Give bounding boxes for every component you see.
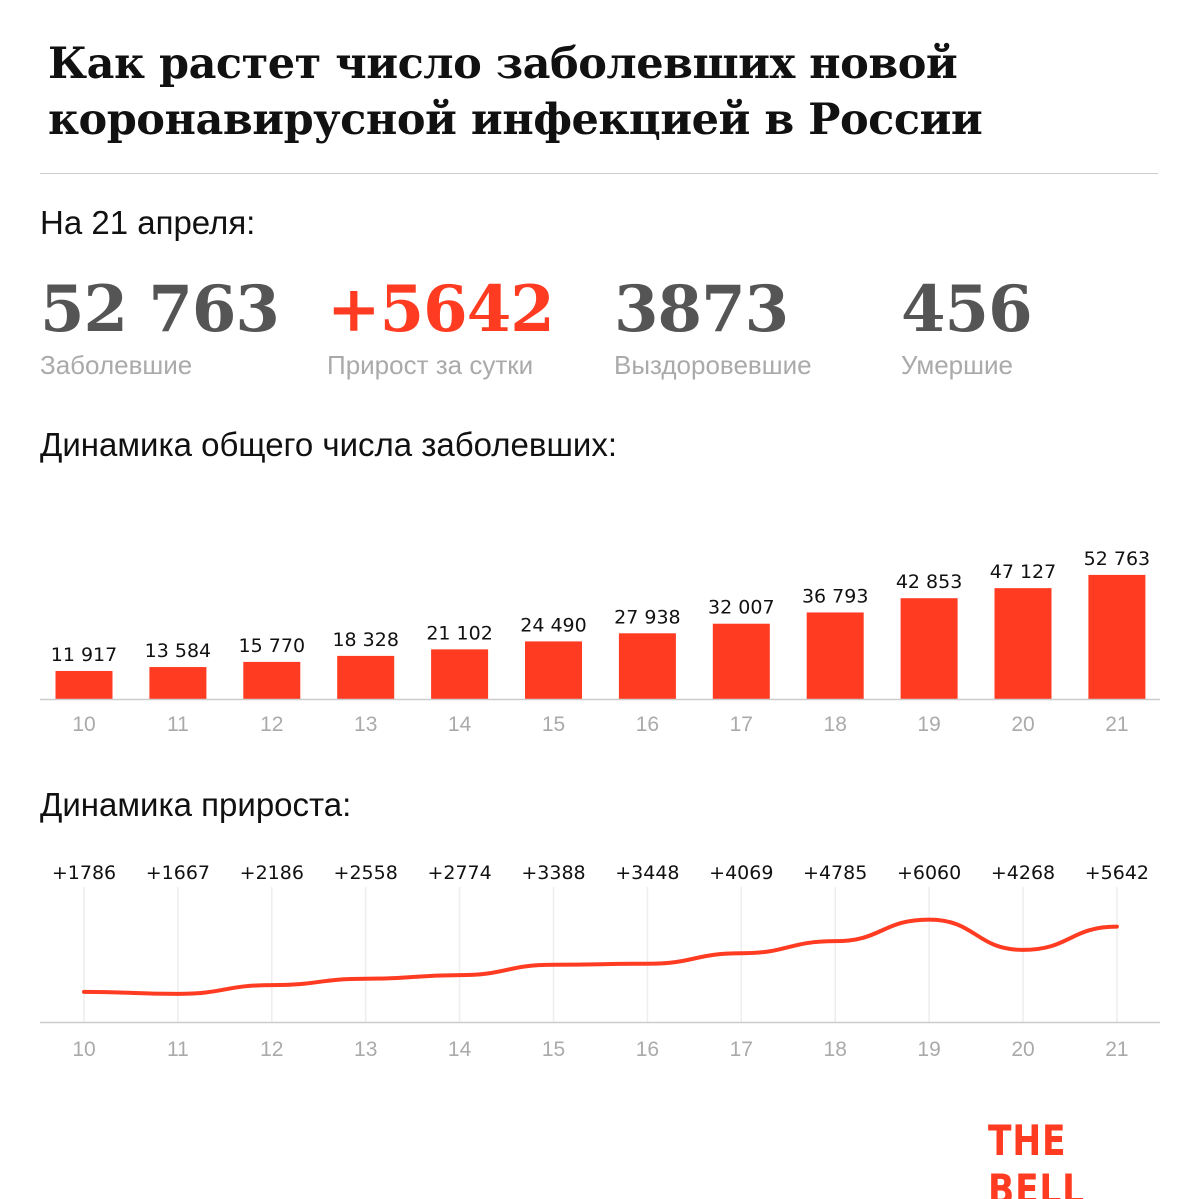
x-tick-label: 19 <box>917 713 940 736</box>
stat-value: 52 763 <box>40 272 280 347</box>
x-tick-label: 11 <box>167 713 189 736</box>
bar-value-label: 18 328 <box>332 629 398 651</box>
bar-value-label: 24 490 <box>520 614 586 636</box>
bar <box>243 661 301 699</box>
x-tick-label: 16 <box>636 713 659 736</box>
bar-value-label: 32 007 <box>708 597 774 619</box>
line-value-label: +2186 <box>240 862 304 884</box>
line-value-label: +1786 <box>52 862 116 884</box>
stat-label: Умершие <box>901 350 1013 380</box>
bar-value-label: 21 102 <box>426 622 492 644</box>
stat-value: 456 <box>901 272 1033 347</box>
stat-recovered: 3873 Выздоровевшие <box>614 270 812 381</box>
bar <box>1088 574 1146 699</box>
bar-value-label: 47 127 <box>990 561 1056 583</box>
x-tick-label: 18 <box>824 1038 847 1061</box>
line-value-label: +5642 <box>1085 862 1149 884</box>
stat-label: Заболевшие <box>40 350 193 380</box>
stat-label: Выздоровевшие <box>614 350 812 380</box>
line-value-label: +1667 <box>146 862 210 884</box>
x-tick-label: 12 <box>260 713 283 736</box>
line-value-label: +4785 <box>803 862 867 884</box>
x-tick-label: 10 <box>72 713 95 736</box>
x-tick-label: 12 <box>260 1038 283 1061</box>
line-value-label: +6060 <box>897 862 961 884</box>
bar-value-label: 15 770 <box>239 635 305 657</box>
bar-value-label: 36 793 <box>802 585 868 607</box>
line-value-label: +3388 <box>521 862 585 884</box>
date-label: На 21 апреля: <box>40 204 256 241</box>
bar <box>806 612 864 699</box>
line-value-label: +2558 <box>334 862 398 884</box>
bar <box>55 670 113 699</box>
x-tick-label: 20 <box>1011 713 1034 736</box>
bar <box>712 623 770 699</box>
bar <box>431 649 489 699</box>
page-title: Как растет число заболевших новой корона… <box>48 36 983 148</box>
stat-daily-growth: +5642 Прирост за сутки <box>327 270 555 381</box>
stat-value: +5642 <box>327 272 555 347</box>
bar <box>525 641 582 699</box>
x-tick-label: 21 <box>1105 1038 1128 1061</box>
title-line-1: Как растет число заболевших новой <box>48 39 958 89</box>
line-value-label: +4069 <box>709 862 773 884</box>
line-value-label: +3448 <box>615 862 679 884</box>
x-tick-label: 17 <box>730 713 753 736</box>
divider <box>40 173 1158 174</box>
bar <box>149 667 207 699</box>
line-value-label: +4268 <box>991 862 1055 884</box>
the-bell-logo: THE BELL <box>988 1116 1085 1199</box>
bar <box>618 633 676 699</box>
x-tick-label: 14 <box>448 1038 472 1061</box>
bar <box>994 588 1052 699</box>
x-tick-label: 13 <box>354 1038 377 1061</box>
bar-value-label: 42 853 <box>896 571 962 593</box>
x-tick-label: 16 <box>636 1038 659 1061</box>
x-tick-label: 21 <box>1105 713 1128 736</box>
stat-label: Прирост за сутки <box>327 350 534 380</box>
bar <box>900 598 958 699</box>
bar-value-label: 27 938 <box>614 606 680 628</box>
bar-value-label: 13 584 <box>145 640 211 662</box>
x-tick-label: 17 <box>730 1038 753 1061</box>
growth-line <box>82 917 1119 996</box>
line-value-label: +2774 <box>427 862 491 884</box>
x-tick-label: 10 <box>72 1038 95 1061</box>
x-tick-label: 15 <box>542 713 565 736</box>
x-tick-label: 11 <box>167 1038 189 1061</box>
stat-deaths: 456 Умершие <box>901 270 1033 381</box>
x-tick-label: 18 <box>824 713 847 736</box>
x-tick-label: 19 <box>917 1038 940 1061</box>
bar <box>337 655 395 699</box>
x-tick-label: 13 <box>354 713 377 736</box>
stat-cases: 52 763 Заболевшие <box>40 270 280 381</box>
stat-value: 3873 <box>614 272 789 347</box>
title-line-2: коронавирусной инфекцией в России <box>48 95 983 145</box>
x-tick-label: 14 <box>448 713 472 736</box>
x-tick-label: 20 <box>1011 1038 1034 1061</box>
bar-value-label: 11 917 <box>51 644 117 666</box>
bar-value-label: 52 763 <box>1084 548 1150 570</box>
bar-chart-title: Динамика общего числа заболевших: <box>40 426 618 463</box>
line-chart-title: Динамика прироста: <box>40 786 352 823</box>
x-tick-label: 15 <box>542 1038 565 1061</box>
